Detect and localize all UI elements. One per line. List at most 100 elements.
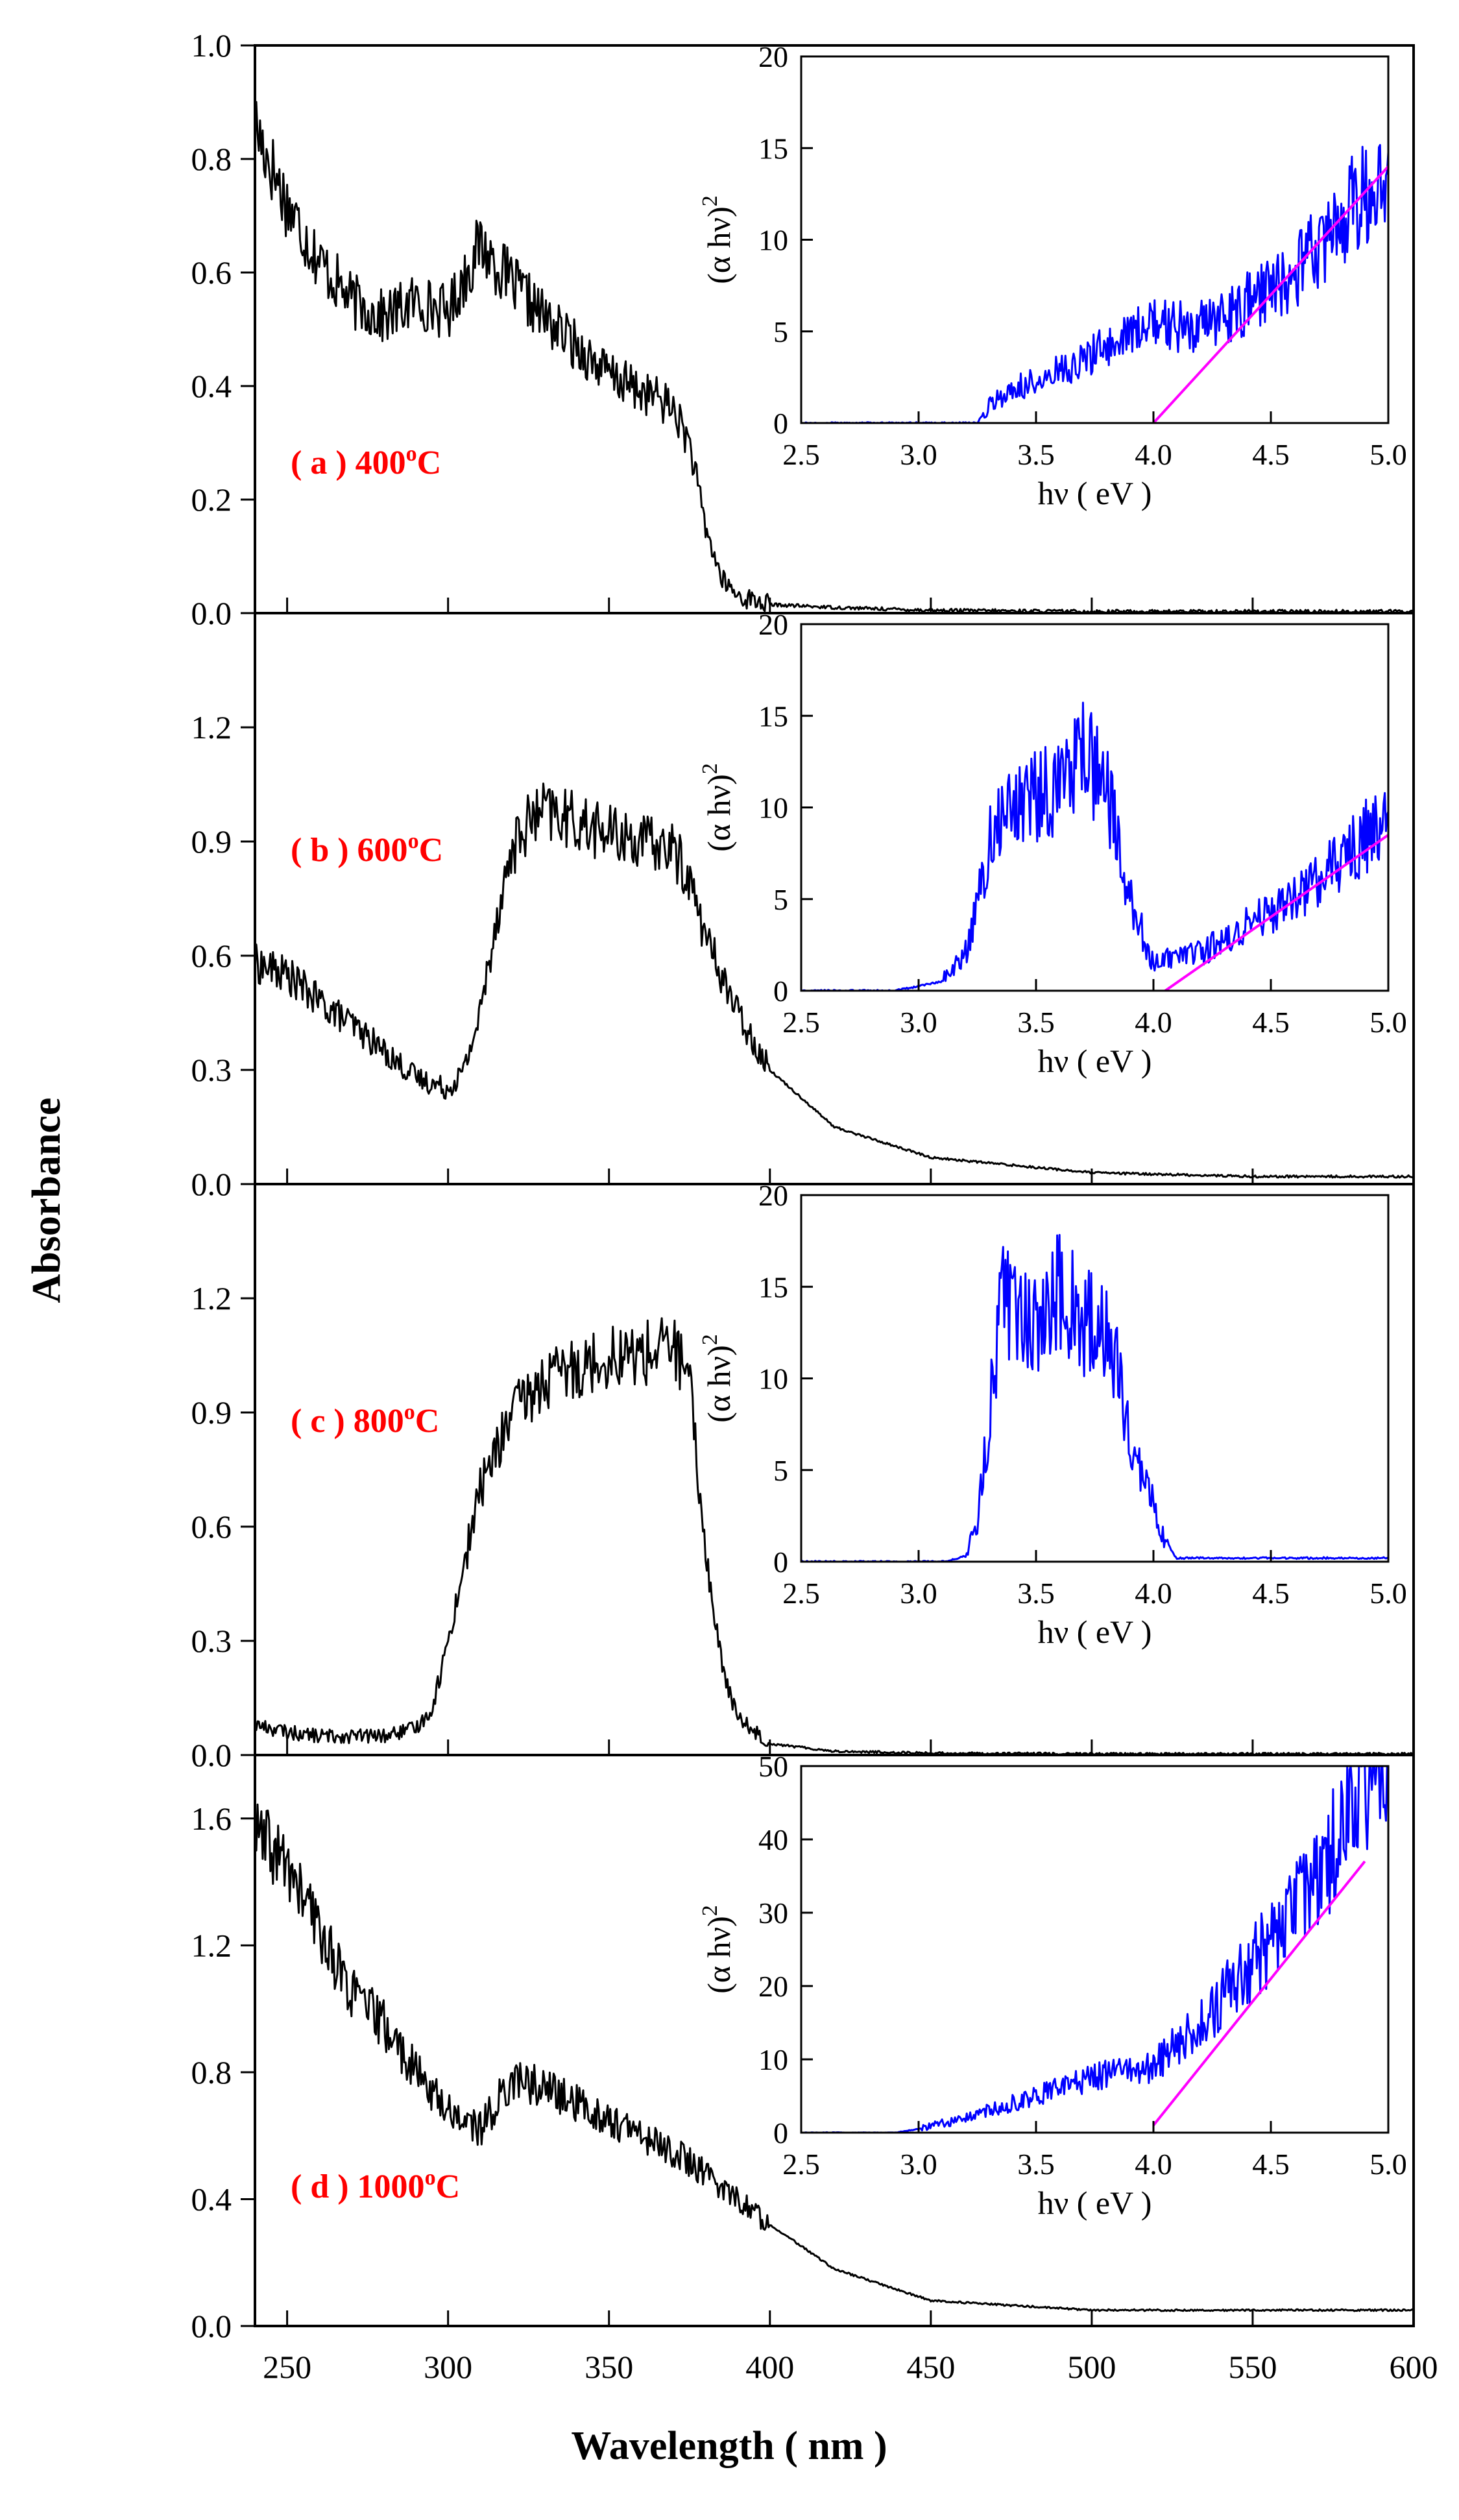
x-axis-title: Wavelength ( nm ): [571, 2424, 887, 2468]
inset-x-tick-label-c-3: 4.0: [1135, 1577, 1172, 1610]
inset-y-tick-label-b-2: 10: [758, 792, 788, 825]
inset-y-title-sup-b: 2: [698, 763, 722, 774]
inset-y-tick-label-d-2: 20: [758, 1970, 788, 2003]
inset-y-title-b: (α hν)2: [698, 763, 737, 852]
inset-x-tick-label-a-3: 4.0: [1135, 438, 1172, 471]
x-tick-label-4: 450: [906, 2349, 955, 2385]
x-tick-label-5: 500: [1067, 2349, 1116, 2385]
inset-y-title-base-c: (α hν): [701, 1345, 737, 1423]
panel-d: 0.0 0.4 0.8 1.2 1.6 ( d ) 1000oC 2.5 3.0 3.5 4.0 4…: [191, 1750, 1415, 2344]
inset-x-tick-label-c-5: 5.0: [1369, 1577, 1407, 1610]
y-tick-label-a-5: 1.0: [191, 27, 232, 64]
inset-y-title-base-a: (α hν): [701, 206, 737, 284]
inset-a: 2.5 3.0 3.5 4.0 4.5 5.0 0 5 10 15 20 hν ( eV ) (α hν…: [698, 40, 1407, 511]
inset-y-title-c: (α hν)2: [698, 1334, 737, 1423]
plot-frame-d: [254, 1754, 1415, 2327]
panel-c: 0.0 0.3 0.6 0.9 1.2 ( c ) 800oC 2.5 3.0 3.5 4.0 4.…: [191, 1179, 1415, 1773]
inset-frame-d: [800, 1765, 1390, 2134]
inset-x-tick-label-a-0: 2.5: [782, 438, 820, 471]
y-tick-label-a-3: 0.6: [191, 254, 232, 291]
inset-x-title-d: hν ( eV ): [1038, 2185, 1152, 2221]
inset-y-tick-label-d-5: 50: [758, 1750, 788, 1783]
inset-y-title-base-d: (α hν): [701, 1916, 737, 1994]
panel-label-unit-c: C: [415, 1403, 440, 1440]
inset-x-tick-label-a-5: 5.0: [1369, 438, 1407, 471]
inset-x-tick-label-c-0: 2.5: [782, 1577, 820, 1610]
inset-x-title-a: hν ( eV ): [1038, 475, 1152, 511]
inset-bg-c: [801, 1195, 1388, 1562]
inset-x-tick-label-d-0: 2.5: [782, 2148, 820, 2181]
inset-y-title-sup-c: 2: [698, 1334, 722, 1345]
inset-trace-b: [801, 701, 1390, 992]
y-tick-label-c-2: 0.6: [191, 1508, 232, 1545]
absorbance-trace-c: [254, 1317, 1414, 1756]
panel-label-degree-a: o: [406, 442, 417, 466]
y-tick-label-c-3: 0.9: [191, 1394, 232, 1431]
inset-x-tick-label-d-1: 3.0: [900, 2148, 937, 2181]
x-tick-label-2: 350: [585, 2349, 633, 2385]
inset-y-tick-label-c-0: 0: [773, 1545, 788, 1579]
inset-y-tick-label-d-3: 30: [758, 1896, 788, 1930]
panel-b: 0.0 0.3 0.6 0.9 1.2 ( b ) 600oC 2.5 3.0 3.5 4.0 4.…: [191, 608, 1415, 1202]
y-tick-label-d-1: 0.4: [191, 2181, 232, 2217]
y-tick-label-d-2: 0.8: [191, 2054, 232, 2090]
panel-label-text-a: ( a ) 400: [291, 444, 406, 481]
panel-label-unit-a: C: [417, 444, 442, 481]
inset-x-tick-label-c-4: 4.5: [1252, 1577, 1290, 1610]
inset-y-title-sup-d: 2: [698, 1905, 722, 1916]
panel-label-a: ( a ) 400oC: [291, 442, 441, 481]
inset-c: 2.5 3.0 3.5 4.0 4.5 5.0 0 5 10 15 20 hν ( eV ) (α hν…: [698, 1179, 1407, 1650]
y-tick-label-c-0: 0.0: [191, 1737, 232, 1773]
y-tick-label-d-4: 1.6: [191, 1800, 232, 1837]
inset-x-tick-label-d-5: 5.0: [1369, 2148, 1407, 2181]
y-axis-title: Absorbance: [25, 1098, 69, 1303]
panel-label-text-b: ( b ) 600: [291, 832, 408, 869]
inset-y-tick-label-b-4: 20: [758, 608, 788, 641]
y-tick-label-c-1: 0.3: [191, 1623, 232, 1659]
x-tick-label-0: 250: [263, 2349, 311, 2385]
panel-label-degree-c: o: [404, 1400, 415, 1424]
inset-x-tick-label-b-0: 2.5: [782, 1006, 820, 1039]
y-tick-label-d-3: 1.2: [191, 1927, 232, 1963]
y-tick-label-b-1: 0.3: [191, 1052, 232, 1088]
inset-y-tick-label-c-2: 10: [758, 1363, 788, 1396]
inset-y-title-a: (α hν)2: [698, 195, 737, 284]
x-tick-label-6: 550: [1228, 2349, 1277, 2385]
inset-y-tick-label-c-1: 5: [773, 1454, 788, 1487]
inset-fit-line-a: [1152, 165, 1390, 424]
y-tick-label-b-4: 1.2: [191, 709, 232, 745]
x-tick-label-3: 400: [745, 2349, 794, 2385]
inset-fit-line-b: [1164, 834, 1390, 992]
inset-y-title-base-b: (α hν): [701, 774, 737, 852]
panels-group: 0.00.20.40.60.81.0( a ) 400oC 2.5 3.0 3.5 4.…: [191, 27, 1438, 2385]
y-tick-label-a-1: 0.2: [191, 481, 232, 518]
y-tick-label-c-4: 1.2: [191, 1280, 232, 1316]
y-tick-label-a-4: 0.8: [191, 141, 232, 177]
inset-x-tick-label-b-4: 4.5: [1252, 1006, 1290, 1039]
panel-label-d: ( d ) 1000oC: [291, 2166, 460, 2205]
inset-x-tick-label-b-2: 3.5: [1017, 1006, 1055, 1039]
y-tick-label-b-0: 0.0: [191, 1166, 232, 1202]
inset-y-tick-label-b-0: 0: [773, 975, 788, 1008]
inset-y-tick-label-d-4: 40: [758, 1823, 788, 1856]
inset-y-tick-label-d-1: 10: [758, 2043, 788, 2076]
y-tick-label-a-2: 0.4: [191, 368, 232, 404]
inset-y-tick-label-b-1: 5: [773, 883, 788, 916]
x-tick-label-7: 600: [1390, 2349, 1438, 2385]
panel-label-c: ( c ) 800oC: [291, 1400, 439, 1440]
inset-y-tick-label-a-4: 20: [758, 40, 788, 73]
inset-y-tick-label-b-3: 15: [758, 699, 788, 733]
inset-d: 2.5 3.0 3.5 4.0 4.5 5.0 0 10 20 30 40 50 hν ( eV ) (α…: [698, 1750, 1407, 2221]
panel-label-unit-d: C: [436, 2168, 461, 2205]
inset-x-tick-label-a-4: 4.5: [1252, 438, 1290, 471]
inset-x-title-c: hν ( eV ): [1038, 1614, 1152, 1650]
inset-y-tick-label-a-0: 0: [773, 407, 788, 440]
y-tick-label-b-3: 0.9: [191, 823, 232, 860]
inset-x-tick-label-a-1: 3.0: [900, 438, 937, 471]
inset-y-tick-label-c-3: 15: [758, 1270, 788, 1303]
panel-label-text-c: ( c ) 800: [291, 1403, 404, 1440]
inset-x-tick-label-d-3: 4.0: [1135, 2148, 1172, 2181]
inset-y-tick-label-a-1: 5: [773, 315, 788, 348]
inset-b: 2.5 3.0 3.5 4.0 4.5 5.0 0 5 10 15 20 hν ( eV ) (α hν…: [698, 608, 1407, 1079]
